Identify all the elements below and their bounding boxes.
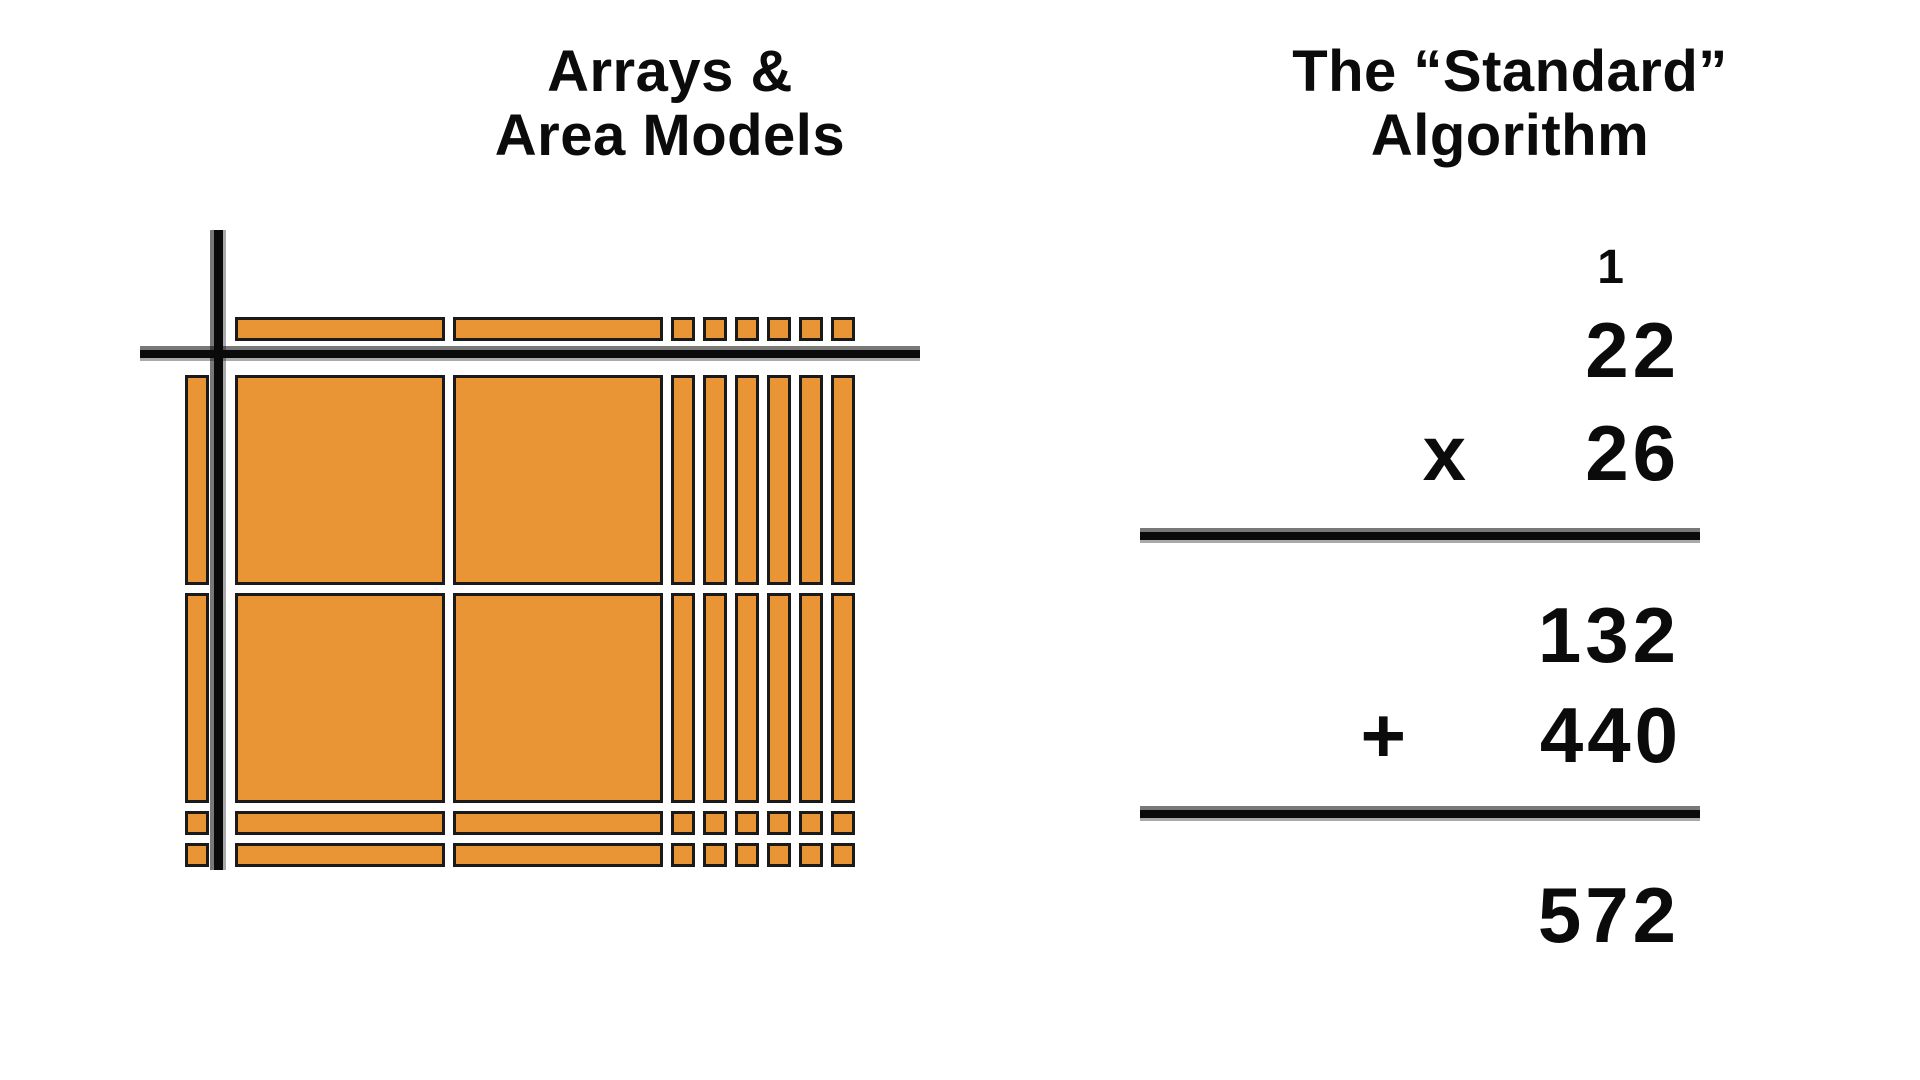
area-cell-r3-c5 <box>767 843 791 867</box>
area-cell-r2-c5 <box>767 811 791 835</box>
area-cell-r2-c3 <box>703 811 727 835</box>
area-cell-r2-c7 <box>831 811 855 835</box>
area-axis-horizontal <box>140 350 920 358</box>
algo-result: 572 <box>1538 870 1680 961</box>
algo-times-symbol: x <box>1423 408 1470 499</box>
algo-partial1: 132 <box>1538 590 1680 681</box>
area-cell-r1-c3 <box>703 593 727 803</box>
area-header-c1 <box>453 317 663 341</box>
area-cell-r1-c4 <box>735 593 759 803</box>
area-cell-r0-c3 <box>703 375 727 585</box>
area-axis-vertical <box>214 230 223 870</box>
area-cell-r1-c1 <box>453 593 663 803</box>
area-cell-r0-c0 <box>235 375 445 585</box>
area-side-r2 <box>185 811 209 835</box>
area-cell-r0-c2 <box>671 375 695 585</box>
area-header-c0 <box>235 317 445 341</box>
algo-plus-symbol: + <box>1360 690 1410 781</box>
area-cell-r2-c4 <box>735 811 759 835</box>
area-cell-r3-c6 <box>799 843 823 867</box>
area-header-c7 <box>831 317 855 341</box>
area-cell-r1-c5 <box>767 593 791 803</box>
area-cell-r2-c0 <box>235 811 445 835</box>
area-cell-r3-c0 <box>235 843 445 867</box>
area-cell-r2-c2 <box>671 811 695 835</box>
area-cell-r1-c7 <box>831 593 855 803</box>
right-title: The “Standard” Algorithm <box>1160 40 1860 168</box>
algo-partial2: 440 <box>1540 690 1682 781</box>
algo-rule-2 <box>1140 810 1700 818</box>
area-cell-r0-c6 <box>799 375 823 585</box>
area-cell-r1-c6 <box>799 593 823 803</box>
algo-rule-1 <box>1140 532 1700 540</box>
area-cell-r0-c4 <box>735 375 759 585</box>
algo-multiplier: 26 <box>1585 408 1680 499</box>
area-header-c3 <box>703 317 727 341</box>
area-cell-r3-c2 <box>671 843 695 867</box>
area-cell-r2-c1 <box>453 811 663 835</box>
area-header-c5 <box>767 317 791 341</box>
area-header-c2 <box>671 317 695 341</box>
area-cell-r2-c6 <box>799 811 823 835</box>
area-cell-r0-c1 <box>453 375 663 585</box>
area-side-r3 <box>185 843 209 867</box>
area-cell-r3-c3 <box>703 843 727 867</box>
left-title: Arrays & Area Models <box>320 40 1020 168</box>
area-cell-r1-c0 <box>235 593 445 803</box>
area-side-r1 <box>185 593 209 803</box>
area-header-c6 <box>799 317 823 341</box>
algo-carry: 1 <box>1597 240 1628 295</box>
area-cell-r3-c7 <box>831 843 855 867</box>
algo-multiplicand: 22 <box>1585 305 1680 396</box>
area-cell-r0-c5 <box>767 375 791 585</box>
area-header-c4 <box>735 317 759 341</box>
area-cell-r3-c1 <box>453 843 663 867</box>
area-cell-r1-c2 <box>671 593 695 803</box>
area-cell-r0-c7 <box>831 375 855 585</box>
area-side-r0 <box>185 375 209 585</box>
area-cell-r3-c4 <box>735 843 759 867</box>
